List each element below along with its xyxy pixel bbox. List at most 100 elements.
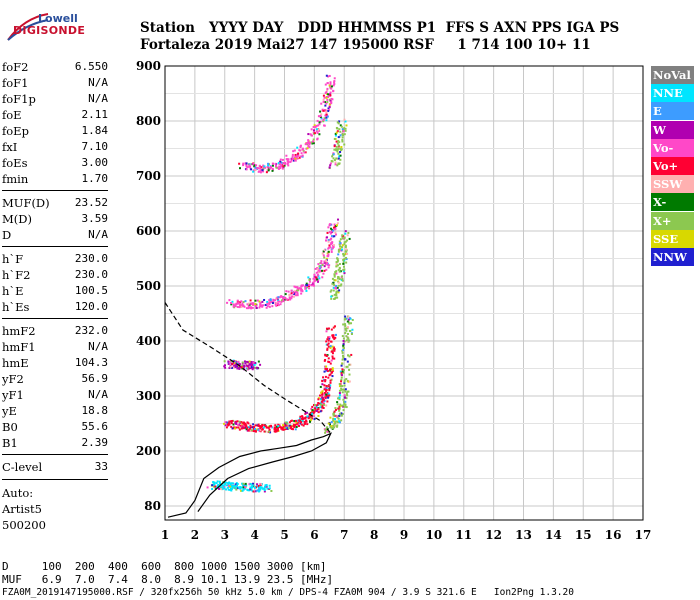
- echo-point: [287, 424, 290, 427]
- echo-point: [227, 362, 230, 365]
- echo-point: [339, 151, 342, 154]
- echo-point: [242, 304, 245, 307]
- echo-point: [342, 129, 345, 132]
- echo-point: [238, 363, 241, 366]
- x-tick-label: 9: [400, 528, 408, 542]
- echo-point: [340, 248, 343, 251]
- echo-point: [263, 488, 266, 491]
- echo-point: [250, 488, 253, 491]
- echo-point: [277, 296, 280, 299]
- echo-point: [305, 289, 308, 292]
- legend-w: W: [651, 120, 694, 139]
- echo-point: [331, 277, 334, 280]
- echo-point: [334, 333, 337, 336]
- echo-point: [331, 367, 334, 370]
- echo-point: [331, 334, 334, 337]
- echo-point: [336, 403, 339, 406]
- echo-point: [336, 130, 339, 133]
- echo-point: [275, 166, 278, 169]
- echo-point: [294, 153, 297, 156]
- echo-point: [345, 335, 348, 338]
- echo-point: [324, 354, 327, 357]
- echo-point: [348, 339, 351, 342]
- echo-point: [343, 394, 346, 397]
- echo-point: [301, 155, 304, 158]
- echo-point: [346, 336, 349, 339]
- echo-point: [328, 337, 331, 340]
- echo-point: [336, 425, 339, 428]
- echo-point: [325, 74, 328, 77]
- echo-point: [335, 265, 338, 268]
- echo-point: [340, 419, 343, 422]
- echo-point: [344, 120, 347, 123]
- echo-point: [341, 368, 344, 371]
- echo-point: [268, 428, 271, 431]
- echo-point: [295, 422, 298, 425]
- echo-point: [284, 298, 287, 301]
- echo-point: [229, 483, 232, 486]
- echo-point: [344, 396, 347, 399]
- echo-point: [333, 80, 336, 83]
- param-value: 2.11: [81, 108, 109, 121]
- echo-point: [284, 421, 287, 424]
- x-tick-label: 17: [635, 528, 652, 542]
- echo-point: [317, 407, 320, 410]
- echo-point: [342, 323, 345, 326]
- echo-point: [328, 336, 331, 339]
- echo-point: [350, 333, 353, 336]
- echo-point: [330, 295, 333, 298]
- echo-point: [328, 74, 331, 77]
- echo-point: [235, 362, 238, 365]
- echo-point: [327, 376, 330, 379]
- param-key: yF1: [2, 388, 24, 402]
- echo-point: [252, 482, 255, 485]
- param-fof1: foF1 N/A: [2, 76, 108, 92]
- echo-point: [271, 302, 274, 305]
- echo-point: [335, 272, 338, 275]
- echo-point: [333, 77, 336, 80]
- echo-point: [308, 142, 311, 145]
- echo-point: [253, 430, 256, 433]
- echo-point: [256, 483, 259, 486]
- echo-point: [319, 398, 322, 401]
- param-key: foEp: [2, 124, 29, 138]
- echo-point: [331, 350, 334, 353]
- echo-point: [348, 368, 351, 371]
- param-key: foF2: [2, 60, 29, 74]
- echo-point: [339, 245, 342, 248]
- echo-point: [298, 287, 301, 290]
- param-value: 120.0: [74, 300, 108, 313]
- echo-point: [338, 389, 341, 392]
- echo-point: [339, 404, 342, 407]
- echo-point: [223, 360, 226, 363]
- echo-point: [333, 357, 336, 360]
- param-key: h`E: [2, 284, 24, 298]
- param-separator: [2, 318, 108, 319]
- echo-point: [341, 275, 344, 278]
- legend-nne: NNE: [651, 84, 694, 103]
- y-tick-label: 600: [136, 224, 161, 238]
- echo-point: [327, 395, 330, 398]
- echo-point: [328, 244, 331, 247]
- echo-point: [330, 97, 333, 100]
- echo-point: [327, 360, 330, 363]
- echo-point: [338, 385, 341, 388]
- echo-point: [249, 426, 252, 429]
- echo-point: [335, 420, 338, 423]
- echo-point: [343, 340, 346, 343]
- echo-point: [257, 424, 260, 427]
- echo-point: [344, 405, 347, 408]
- echo-point: [239, 425, 242, 428]
- echo-point: [316, 276, 319, 279]
- echo-point: [344, 246, 347, 249]
- echo-point: [254, 299, 257, 302]
- true-height-profile: [167, 432, 333, 518]
- echo-point: [304, 411, 307, 414]
- echo-point: [326, 370, 329, 373]
- echo-point: [279, 158, 282, 161]
- x-tick-label: 12: [485, 528, 502, 542]
- echo-point: [240, 489, 243, 492]
- param-value: N/A: [88, 388, 108, 401]
- echo-point: [246, 426, 249, 429]
